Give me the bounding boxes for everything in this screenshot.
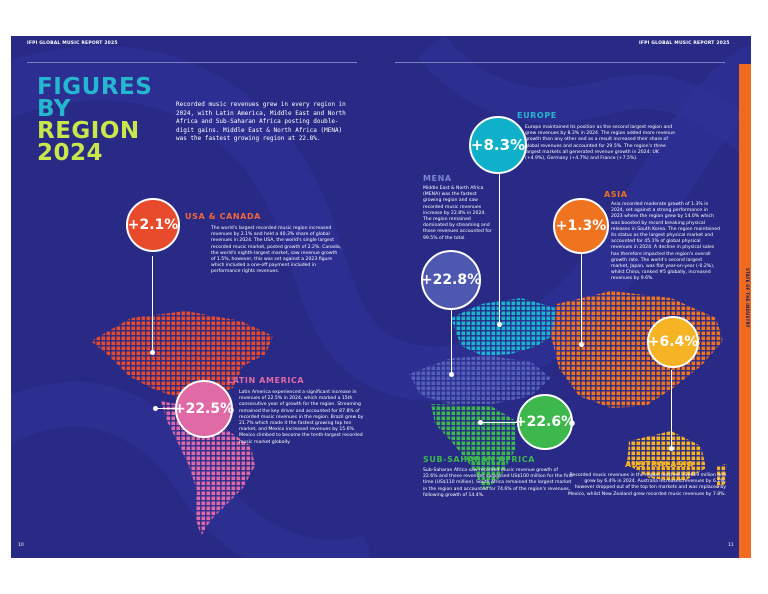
asia-growth-circle: +1.3% xyxy=(553,198,609,254)
map-mena xyxy=(409,356,551,404)
ssa-pin-line xyxy=(481,422,523,423)
usa-pin-dot xyxy=(150,350,155,355)
side-tab xyxy=(739,64,751,558)
map-sub-saharan-africa xyxy=(431,404,516,491)
mena-pin-line xyxy=(451,298,452,374)
page-number-left: 10 xyxy=(18,543,24,548)
latam-description: Latin America experienced a significant … xyxy=(239,390,364,445)
ssa-growth-circle: +22.6% xyxy=(515,394,575,450)
usa-growth-circle: +2.1% xyxy=(126,198,180,252)
ssa-pin-dot xyxy=(478,420,483,425)
header-rule-left xyxy=(27,62,357,63)
europe-description: Europe maintained its position as the se… xyxy=(525,125,675,162)
latam-growth-circle: +22.5% xyxy=(174,380,234,438)
australasia-region-name: AUSTRALASIA xyxy=(625,460,694,469)
header-right: IFPI GLOBAL MUSIC REPORT 2025 xyxy=(639,41,730,46)
australasia-growth-circle: +6.4% xyxy=(647,316,699,368)
title-line-3: REGION xyxy=(37,118,140,144)
asia-description: Asia recorded moderate growth of 1.3% in… xyxy=(611,202,721,282)
map-latin-america xyxy=(161,401,255,536)
australasia-description: Recorded music revenues in the region re… xyxy=(567,473,726,497)
mena-growth-circle: +22.8% xyxy=(421,250,481,310)
usa-pin-line xyxy=(152,256,153,352)
australasia-pin-line xyxy=(671,370,672,448)
latam-region-name: LATIN AMERICA xyxy=(227,376,305,385)
page-number-right: 11 xyxy=(728,543,734,548)
asia-region-name: ASIA xyxy=(604,190,628,199)
usa-region-name: USA & CANADA xyxy=(185,212,261,221)
australasia-pin-dot xyxy=(669,446,674,451)
map-europe xyxy=(451,298,559,356)
side-tab-label: STATE OF THE INDUSTRY xyxy=(745,268,750,328)
world-map xyxy=(91,291,727,536)
mena-pin-dot xyxy=(449,372,454,377)
latam-pin-dot xyxy=(153,406,158,411)
ssa-description: Sub-Saharan Africa saw recorded music re… xyxy=(423,468,573,498)
header-left: IFPI GLOBAL MUSIC REPORT 2025 xyxy=(27,41,118,46)
europe-region-name: EUROPE xyxy=(517,111,557,120)
mena-region-name: MENA xyxy=(423,174,452,183)
europe-pin-line xyxy=(499,168,500,324)
map-usa-canada xyxy=(91,311,273,408)
asia-pin-line xyxy=(581,248,582,344)
page-title: FIGURES BY REGION 2024 xyxy=(37,74,153,166)
map-australasia xyxy=(627,431,727,488)
ssa-region-name: SUB-SAHARAN AFRICA xyxy=(423,455,536,464)
usa-description: The world's largest recorded music regio… xyxy=(211,226,342,275)
mena-description: Middle East & North Africa (MENA) was th… xyxy=(423,186,492,241)
europe-growth-circle: +8.3% xyxy=(469,116,527,174)
intro-text: Recorded music revenues grew in every re… xyxy=(176,101,346,142)
latam-pin-line xyxy=(156,408,186,409)
europe-pin-dot xyxy=(497,322,502,327)
asia-pin-dot xyxy=(579,342,584,347)
title-line-4: 2024 xyxy=(37,140,104,166)
report-spread: IFPI GLOBAL MUSIC REPORT 2025 IFPI GLOBA… xyxy=(11,36,751,558)
title-line-1: FIGURES xyxy=(37,74,153,100)
title-line-2: BY xyxy=(37,96,71,122)
header-rule-right xyxy=(395,62,725,63)
